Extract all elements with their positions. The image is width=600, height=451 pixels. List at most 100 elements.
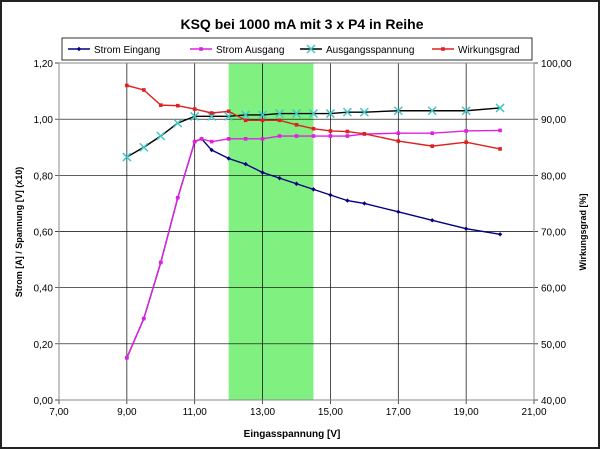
- data-point: [342, 107, 352, 117]
- data-point: [345, 129, 350, 134]
- data-point: [461, 106, 471, 116]
- data-point: [396, 139, 401, 143]
- data-point: [325, 109, 335, 119]
- data-point: [209, 147, 214, 153]
- data-point: [495, 103, 505, 113]
- y2-tick-label: 50,00: [541, 340, 566, 351]
- data-point: [430, 218, 435, 223]
- data-point: [427, 106, 437, 116]
- data-point: [311, 126, 316, 131]
- data-point: [345, 198, 350, 203]
- y-tick-label: 0,80: [34, 171, 54, 182]
- data-point: [328, 134, 333, 138]
- data-point: [396, 131, 401, 136]
- x-tick-label: 7,00: [49, 407, 69, 418]
- y2-tick-label: 80,00: [541, 171, 566, 182]
- data-point: [76, 46, 82, 52]
- data-point: [173, 118, 183, 128]
- data-point: [258, 110, 268, 120]
- x-tick-label: 17,00: [386, 407, 411, 418]
- y-tick-label: 0,20: [34, 340, 54, 351]
- data-point: [294, 134, 299, 138]
- y2-axis-label: Wirkungsgrad [%]: [578, 194, 588, 271]
- data-point: [260, 170, 265, 175]
- data-point: [122, 152, 132, 162]
- data-point: [498, 128, 502, 133]
- y2-tick-label: 90,00: [541, 115, 566, 126]
- data-point: [441, 47, 445, 51]
- data-point: [199, 47, 203, 51]
- y-tick-label: 0,00: [34, 396, 54, 407]
- legend-label: Strom Ausgang: [216, 45, 284, 56]
- data-point: [156, 131, 166, 141]
- data-point: [142, 316, 146, 321]
- data-point: [175, 196, 180, 200]
- data-point: [226, 109, 231, 114]
- data-point: [498, 147, 502, 151]
- data-point: [396, 209, 401, 215]
- data-point: [142, 88, 146, 92]
- data-point: [209, 111, 214, 115]
- y-tick-label: 1,20: [34, 59, 54, 70]
- data-point: [224, 111, 234, 121]
- data-point: [328, 129, 333, 133]
- data-point: [139, 142, 149, 152]
- data-point: [260, 137, 265, 141]
- y2-tick-label: 70,00: [541, 228, 566, 239]
- data-point: [158, 103, 163, 107]
- chart-title: KSQ bei 1000 mA mit 3 x P4 in Reihe: [180, 16, 423, 32]
- x-axis-label: Eingasspannung [V]: [244, 429, 341, 440]
- legend-label: Ausgangsspannung: [326, 45, 414, 56]
- data-point: [311, 134, 316, 138]
- data-point: [277, 134, 282, 138]
- y2-tick-label: 60,00: [541, 284, 566, 295]
- data-point: [328, 192, 333, 198]
- y-axis-label: Strom [A] / Spannung [V] (x10): [14, 167, 24, 298]
- y-tick-label: 1,00: [34, 115, 54, 126]
- data-point: [192, 139, 197, 144]
- data-point: [362, 131, 367, 136]
- data-point: [243, 118, 248, 123]
- data-point: [430, 131, 435, 136]
- data-point: [362, 201, 367, 206]
- y2-tick-label: 100,00: [541, 59, 572, 70]
- x-tick-label: 9,00: [117, 407, 137, 418]
- series-line-1: [126, 129, 501, 359]
- data-point: [430, 144, 435, 148]
- data-point: [277, 118, 282, 123]
- legend-label: Wirkungsgrad: [458, 45, 520, 56]
- data-point: [345, 134, 350, 138]
- data-point: [294, 122, 299, 127]
- x-tick-label: 13,00: [250, 407, 275, 418]
- data-point: [226, 137, 231, 141]
- data-point: [306, 44, 316, 54]
- legend-label: Strom Eingang: [94, 45, 160, 56]
- data-point: [497, 232, 503, 237]
- data-point: [464, 140, 468, 144]
- data-point: [226, 156, 231, 161]
- data-point: [464, 129, 468, 133]
- data-point: [175, 103, 180, 108]
- x-tick-label: 19,00: [454, 407, 479, 418]
- x-tick-label: 11,00: [183, 407, 208, 418]
- data-point: [207, 111, 217, 121]
- data-point: [199, 137, 204, 141]
- data-point: [308, 109, 318, 119]
- data-point: [463, 226, 469, 231]
- x-tick-label: 21,00: [521, 407, 546, 418]
- data-point: [277, 175, 282, 181]
- data-point: [243, 161, 248, 167]
- data-point: [294, 181, 299, 186]
- y-tick-label: 0,60: [34, 228, 54, 239]
- data-point: [311, 187, 316, 192]
- data-point: [291, 109, 302, 119]
- plot-border: [58, 62, 535, 401]
- data-point: [275, 109, 285, 119]
- data-point: [359, 107, 369, 117]
- data-point: [393, 106, 403, 116]
- y-tick-label: 0,40: [34, 284, 54, 295]
- data-point: [125, 83, 129, 88]
- data-point: [192, 107, 197, 111]
- y2-tick-label: 40,00: [541, 396, 566, 407]
